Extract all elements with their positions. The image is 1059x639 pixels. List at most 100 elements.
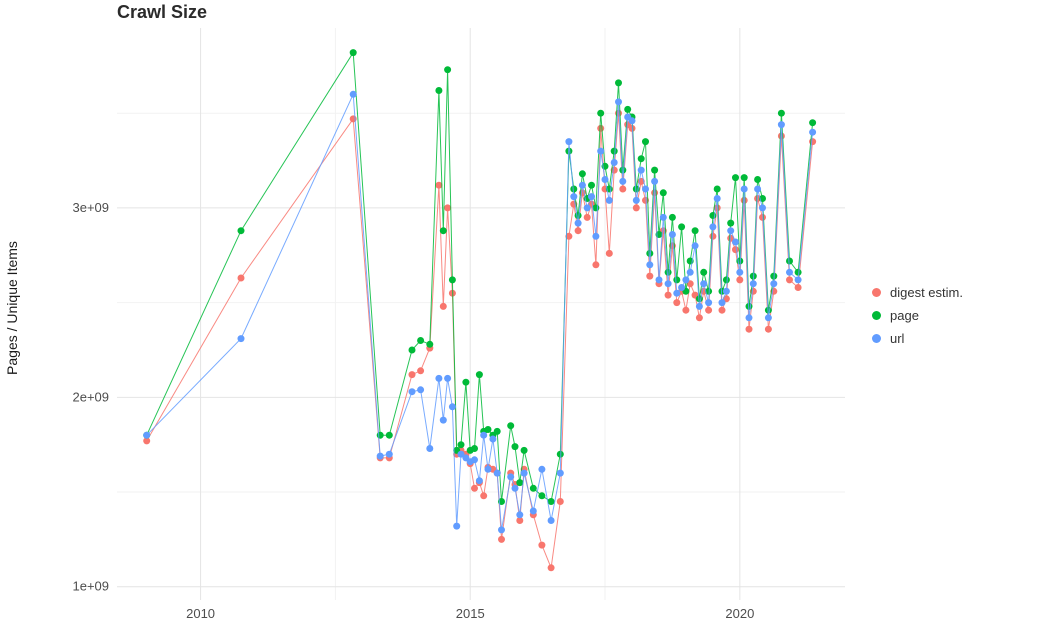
data-point	[615, 98, 622, 106]
data-point	[237, 274, 245, 282]
data-point	[237, 335, 245, 343]
data-point	[349, 49, 357, 57]
data-point	[516, 511, 524, 519]
data-point	[574, 212, 582, 219]
data-point	[668, 213, 676, 221]
data-point	[678, 284, 686, 291]
data-point	[457, 441, 465, 449]
data-point	[736, 268, 744, 276]
data-point	[718, 306, 726, 314]
data-point	[489, 435, 497, 443]
data-point	[664, 268, 672, 276]
data-point	[538, 465, 546, 473]
data-point	[480, 431, 488, 439]
legend-entry-page: page	[872, 304, 963, 327]
data-point	[732, 246, 739, 254]
data-point	[673, 289, 681, 297]
data-point	[439, 227, 447, 235]
data-point	[646, 249, 654, 257]
data-point	[770, 280, 778, 288]
data-point	[709, 223, 717, 231]
data-point	[682, 306, 690, 314]
data-point	[484, 426, 492, 433]
data-point	[417, 337, 425, 344]
legend-label: page	[890, 308, 919, 323]
data-point	[642, 185, 649, 193]
data-point	[637, 155, 645, 163]
data-point	[435, 374, 443, 382]
legend-label: digest estim.	[890, 285, 963, 300]
data-point	[605, 196, 613, 204]
data-point	[498, 535, 505, 543]
data-point	[583, 213, 591, 221]
legend-swatch	[872, 288, 881, 297]
data-point	[583, 204, 591, 212]
data-point	[759, 204, 766, 212]
data-point	[619, 185, 627, 193]
data-point	[691, 227, 699, 235]
data-point	[588, 193, 595, 201]
data-point	[417, 386, 425, 394]
data-point	[754, 176, 762, 183]
data-point	[632, 196, 640, 204]
data-point	[574, 227, 582, 235]
data-point	[578, 170, 586, 178]
data-point	[520, 446, 528, 454]
data-point	[705, 287, 713, 295]
data-point	[453, 522, 461, 530]
data-point	[376, 452, 384, 460]
data-point	[809, 128, 817, 136]
data-point	[740, 185, 748, 193]
data-point	[570, 193, 578, 201]
data-point	[574, 219, 582, 227]
data-point	[673, 276, 681, 284]
legend-swatch	[872, 334, 881, 343]
chart-title: Crawl Size	[117, 2, 208, 22]
data-point	[732, 174, 739, 182]
data-point	[651, 177, 659, 185]
data-point	[426, 445, 434, 452]
data-point	[610, 147, 618, 155]
data-point	[529, 507, 537, 515]
legend-swatch	[872, 311, 881, 320]
data-point	[605, 249, 613, 257]
data-point	[143, 431, 151, 439]
data-point	[547, 498, 555, 505]
data-point	[448, 276, 456, 284]
x-tick-label: 2010	[186, 606, 215, 621]
data-point	[668, 231, 676, 238]
data-point	[601, 176, 609, 183]
series-line	[146, 113, 814, 570]
data-point	[349, 90, 357, 98]
data-point	[754, 185, 762, 193]
x-tick-label: 2020	[725, 606, 754, 621]
data-point	[511, 443, 519, 451]
data-point	[646, 272, 654, 280]
legend-label: url	[890, 331, 905, 346]
data-point	[736, 276, 744, 284]
data-point	[678, 223, 686, 231]
data-point	[664, 291, 672, 299]
data-point	[385, 431, 393, 439]
data-point	[659, 189, 667, 197]
data-point	[740, 174, 748, 182]
data-point	[444, 204, 452, 212]
data-point	[759, 213, 766, 221]
data-point	[624, 105, 632, 113]
data-point	[732, 238, 739, 246]
data-point	[597, 109, 605, 117]
data-point	[691, 242, 699, 250]
data-point	[786, 268, 793, 276]
data-point	[408, 388, 416, 396]
data-point	[745, 325, 753, 333]
data-point	[498, 526, 505, 534]
data-point	[745, 314, 753, 322]
data-point	[426, 340, 434, 348]
data-point	[484, 465, 492, 473]
data-point	[673, 299, 681, 307]
data-point	[597, 124, 605, 132]
data-point	[610, 159, 618, 166]
data-point	[507, 473, 515, 481]
data-point	[686, 268, 694, 276]
